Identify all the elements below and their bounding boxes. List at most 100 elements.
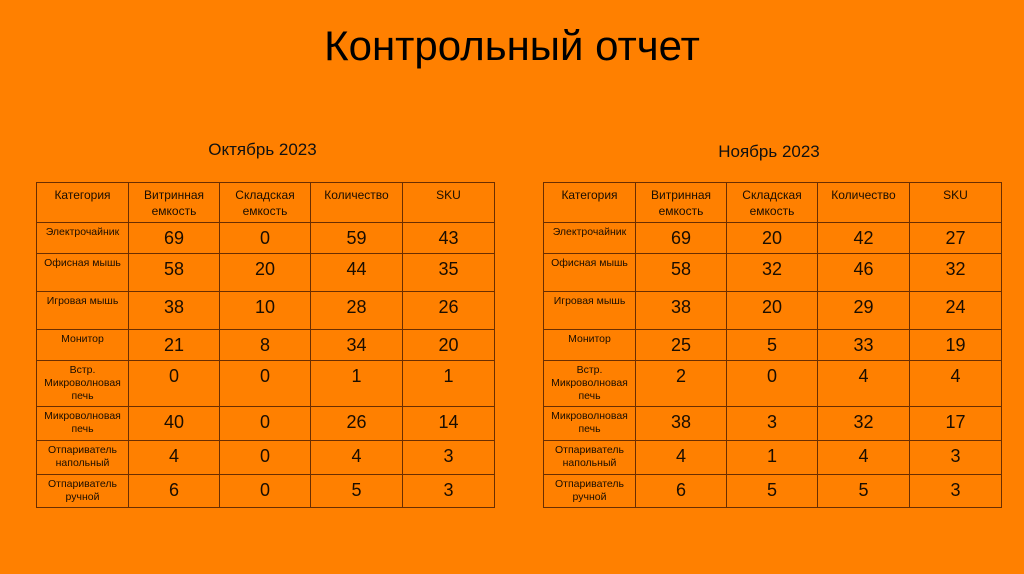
value-cell: 3 <box>726 406 818 441</box>
value-cell: 8 <box>219 329 311 361</box>
column-header: Количество <box>817 182 910 223</box>
column-header: Витринная емкость <box>128 182 220 223</box>
column-header: Количество <box>310 182 403 223</box>
value-cell: 69 <box>128 222 220 254</box>
november-report-table: Категория Витринная емкость Складская емко… <box>543 182 1002 508</box>
value-cell: 20 <box>726 222 818 254</box>
value-cell: 26 <box>310 406 403 441</box>
value-cell: 0 <box>219 360 311 407</box>
value-cell: 14 <box>402 406 495 441</box>
column-header: Категория <box>36 182 129 223</box>
value-cell: 43 <box>402 222 495 254</box>
table-row: Монитор 25 5 33 19 <box>543 329 1002 361</box>
value-cell: 0 <box>219 440 311 475</box>
value-cell: 58 <box>128 253 220 292</box>
value-cell: 38 <box>635 291 727 330</box>
value-cell: 46 <box>817 253 910 292</box>
column-header: Складская емкость <box>219 182 311 223</box>
category-cell: Микроволновая печь <box>543 406 636 441</box>
value-cell: 5 <box>726 329 818 361</box>
value-cell: 5 <box>817 474 910 508</box>
value-cell: 34 <box>310 329 403 361</box>
november-period-title: Ноябрь 2023 <box>718 142 820 161</box>
table-row: Офисная мышь 58 20 44 35 <box>36 253 495 292</box>
value-cell: 27 <box>909 222 1002 254</box>
value-cell: 44 <box>310 253 403 292</box>
value-cell: 10 <box>219 291 311 330</box>
value-cell: 19 <box>909 329 1002 361</box>
table-row: Микроволновая печь 38 3 32 17 <box>543 406 1002 441</box>
october-period-title: Октябрь 2023 <box>208 140 317 159</box>
value-cell: 58 <box>635 253 727 292</box>
value-cell: 1 <box>310 360 403 407</box>
value-cell: 20 <box>726 291 818 330</box>
value-cell: 69 <box>635 222 727 254</box>
value-cell: 1 <box>402 360 495 407</box>
value-cell: 42 <box>817 222 910 254</box>
value-cell: 0 <box>219 222 311 254</box>
value-cell: 5 <box>310 474 403 508</box>
value-cell: 3 <box>402 474 495 508</box>
value-cell: 40 <box>128 406 220 441</box>
column-header: Категория <box>543 182 636 223</box>
category-cell: Электрочайник <box>543 222 636 254</box>
category-cell: Электрочайник <box>36 222 129 254</box>
value-cell: 4 <box>128 440 220 475</box>
category-cell: Отпариватель напольный <box>543 440 636 475</box>
october-report-table: Категория Витринная емкость Складская емко… <box>36 182 495 508</box>
value-cell: 3 <box>909 440 1002 475</box>
value-cell: 21 <box>128 329 220 361</box>
category-cell: Монитор <box>36 329 129 361</box>
table-row: Отпариватель напольный 4 0 4 3 <box>36 440 495 475</box>
table-row: Отпариватель напольный 4 1 4 3 <box>543 440 1002 475</box>
value-cell: 1 <box>726 440 818 475</box>
value-cell: 0 <box>726 360 818 407</box>
header-row: Категория Витринная емкость Складская емко… <box>36 182 495 223</box>
category-cell: Отпариватель ручной <box>543 474 636 508</box>
table-row: Отпариватель ручной 6 0 5 3 <box>36 474 495 508</box>
value-cell: 3 <box>909 474 1002 508</box>
value-cell: 32 <box>817 406 910 441</box>
value-cell: 32 <box>909 253 1002 292</box>
value-cell: 4 <box>817 360 910 407</box>
column-header: Складская емкость <box>726 182 818 223</box>
table-row: Офисная мышь 58 32 46 32 <box>543 253 1002 292</box>
value-cell: 0 <box>219 474 311 508</box>
value-cell: 59 <box>310 222 403 254</box>
value-cell: 2 <box>635 360 727 407</box>
value-cell: 25 <box>635 329 727 361</box>
table-row: Электрочайник 69 20 42 27 <box>543 222 1002 254</box>
table-row: Отпариватель ручной 6 5 5 3 <box>543 474 1002 508</box>
value-cell: 29 <box>817 291 910 330</box>
category-cell: Офисная мышь <box>543 253 636 292</box>
value-cell: 5 <box>726 474 818 508</box>
value-cell: 20 <box>219 253 311 292</box>
value-cell: 35 <box>402 253 495 292</box>
value-cell: 20 <box>402 329 495 361</box>
table-row: Игровая мышь 38 10 28 26 <box>36 291 495 330</box>
value-cell: 0 <box>128 360 220 407</box>
value-cell: 28 <box>310 291 403 330</box>
category-cell: Встр. Микроволновая печь <box>543 360 636 407</box>
value-cell: 33 <box>817 329 910 361</box>
value-cell: 32 <box>726 253 818 292</box>
column-header: SKU <box>909 182 1002 223</box>
header-row: Категория Витринная емкость Складская емко… <box>543 182 1002 223</box>
table-row: Встр. Микроволновая печь 0 0 1 1 <box>36 360 495 407</box>
category-cell: Офисная мышь <box>36 253 129 292</box>
page-title: Контрольный отчет <box>324 22 700 69</box>
value-cell: 0 <box>219 406 311 441</box>
category-cell: Встр. Микроволновая печь <box>36 360 129 407</box>
value-cell: 4 <box>635 440 727 475</box>
column-header: Витринная емкость <box>635 182 727 223</box>
category-cell: Монитор <box>543 329 636 361</box>
category-cell: Микроволновая печь <box>36 406 129 441</box>
table-row: Монитор 21 8 34 20 <box>36 329 495 361</box>
value-cell: 24 <box>909 291 1002 330</box>
value-cell: 4 <box>310 440 403 475</box>
category-cell: Отпариватель ручной <box>36 474 129 508</box>
value-cell: 26 <box>402 291 495 330</box>
category-cell: Отпариватель напольный <box>36 440 129 475</box>
value-cell: 6 <box>128 474 220 508</box>
table-row: Микроволновая печь 40 0 26 14 <box>36 406 495 441</box>
